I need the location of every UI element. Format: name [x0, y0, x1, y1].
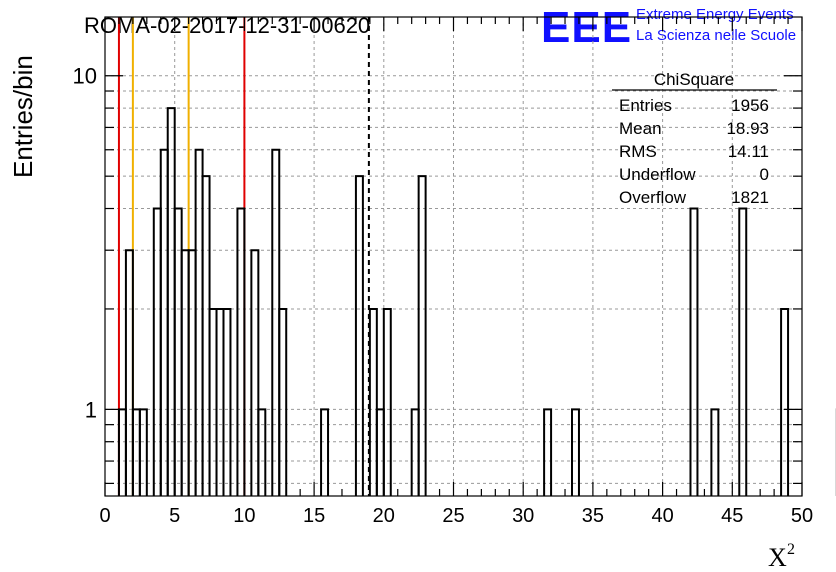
x-tick-label: 25 [442, 505, 464, 527]
histogram-bin [570, 408, 580, 496]
histogram-bin [354, 175, 364, 496]
y-tick-label: 10 [73, 64, 97, 89]
histogram-bin [152, 207, 162, 496]
histogram-bin [382, 307, 392, 496]
histogram-bin [738, 207, 748, 496]
x-axis-label: X [768, 543, 787, 572]
histogram-series [117, 107, 836, 496]
x-tick-label: 50 [791, 505, 813, 527]
histogram-bin [159, 148, 169, 496]
y-axis-label: Entries/bin [8, 55, 38, 178]
histogram-bin [208, 307, 218, 496]
histogram-bin [278, 307, 288, 496]
histogram-bin [689, 207, 699, 496]
histogram-bin [368, 307, 378, 496]
histogram-bin [417, 175, 427, 496]
grid [105, 17, 802, 496]
x-tick-label: 5 [169, 505, 180, 527]
histogram-bin [180, 249, 190, 496]
histogram-bin [271, 148, 281, 496]
stats-mean-value: 18.93 [726, 119, 769, 138]
x-tick-label: 0 [99, 505, 110, 527]
histogram-bin [543, 408, 553, 496]
histogram-bin [124, 249, 134, 496]
histogram-bin [201, 175, 211, 496]
logo-line-1: Extreme Energy Events [636, 6, 794, 23]
x-tick-label: 10 [233, 505, 255, 527]
stats-rms-value: 14.11 [728, 142, 769, 161]
histogram-bin [320, 408, 330, 496]
x-tick-label: 40 [651, 505, 673, 527]
histogram-bin [222, 307, 232, 496]
histogram-bin [187, 249, 197, 496]
stats-overflow-value: 1821 [731, 188, 769, 207]
eee-logo-text: EEE [541, 3, 632, 52]
logo-line-2: La Scienza nelle Scuole [636, 27, 796, 44]
x-tick-label: 45 [721, 505, 743, 527]
histogram-bin [166, 107, 176, 496]
x-tick-labels: 0 5 10 15 20 25 30 35 40 45 50 [99, 505, 813, 527]
stats-overflow-label: Overflow [619, 188, 687, 207]
stats-mean-label: Mean [619, 119, 662, 138]
x-tick-label: 15 [303, 505, 325, 527]
stats-underflow-value: 0 [760, 165, 769, 184]
x-tick-label: 20 [373, 505, 395, 527]
histogram-bin [173, 207, 183, 496]
histogram-bin [194, 148, 204, 496]
stats-box: ChiSquare Entries 1956 Mean 18.93 RMS 14… [612, 70, 777, 207]
histogram-bin [710, 408, 720, 496]
histogram-bin [236, 207, 246, 496]
stats-box-name: ChiSquare [654, 70, 734, 89]
eee-logo: EEE Extreme Energy Events La Scienza nel… [541, 3, 796, 52]
stats-entries-label: Entries [619, 96, 672, 115]
stats-rms-label: RMS [619, 142, 657, 161]
histogram-bin [257, 408, 267, 496]
axes [104, 16, 803, 497]
histogram-bin [780, 307, 790, 496]
x-tick-label: 35 [582, 505, 604, 527]
stats-entries-value: 1956 [731, 96, 769, 115]
histogram-bin [215, 307, 225, 496]
histogram-bin [138, 408, 148, 496]
x-tick-label: 30 [512, 505, 534, 527]
stats-underflow-label: Underflow [619, 165, 696, 184]
histogram-bin [250, 249, 260, 496]
y-tick-label: 1 [85, 397, 97, 422]
x-axis-label-superscript: 2 [787, 541, 795, 558]
y-tick-labels: 1 10 [73, 64, 97, 423]
